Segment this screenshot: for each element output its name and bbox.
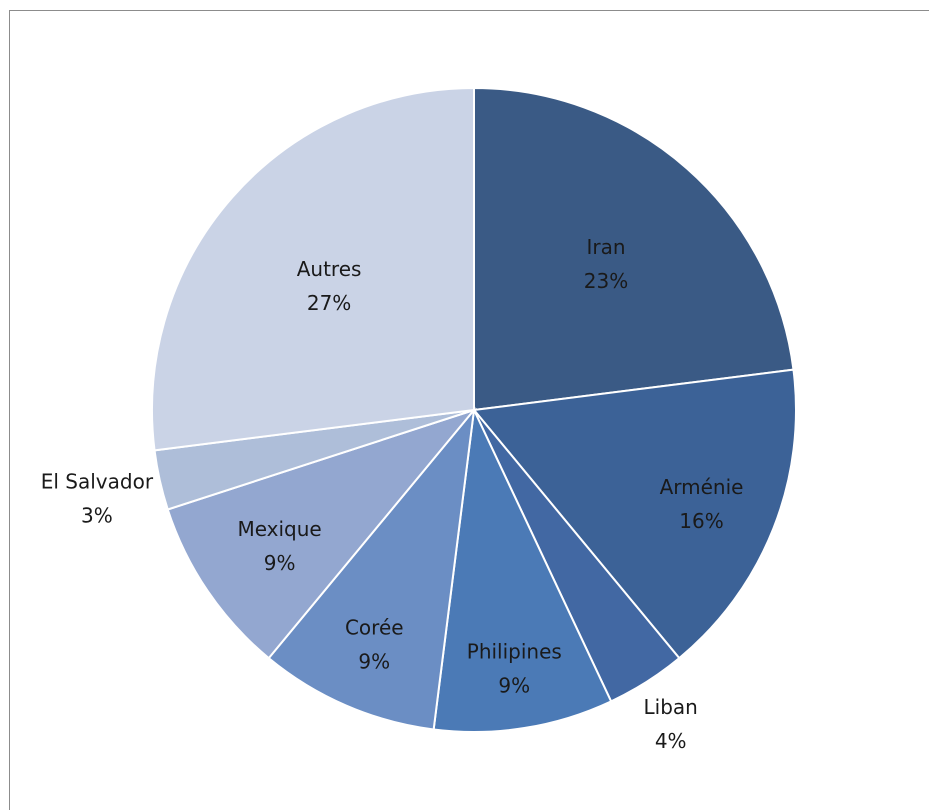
- slice-label-value: 9%: [358, 650, 390, 674]
- slice-label-name: Mexique: [237, 517, 321, 541]
- slice-label-name: Corée: [345, 616, 404, 640]
- slice-label-value: 9%: [264, 551, 296, 575]
- pie-slice-philipines: [432, 406, 613, 733]
- slice-label-name: Arménie: [660, 475, 744, 499]
- slice-label-value: 3%: [81, 503, 113, 527]
- slice-label-value: 4%: [655, 729, 687, 753]
- slice-label-name: Philipines: [467, 639, 562, 663]
- pie-slice-iran: [473, 86, 795, 412]
- slice-label-value: 27%: [307, 291, 351, 315]
- slice-label-value: 16%: [679, 509, 723, 533]
- pie-slice-autres: [151, 86, 475, 452]
- slice-label-value: 9%: [498, 673, 530, 697]
- slice-label-name: El Salvador: [41, 469, 154, 493]
- slice-label-name: Autres: [297, 257, 362, 281]
- slice-label-name: Iran: [586, 235, 625, 259]
- slice-label-name: Liban: [644, 695, 698, 719]
- pie-slice-arm-nie: [472, 368, 797, 660]
- pie-slices: [151, 86, 797, 733]
- slice-label-value: 23%: [584, 269, 628, 293]
- pie-slice-mexique: [166, 407, 477, 660]
- pie-labels: Iran 23% Arménie 16% Liban 4% Philipines 9% Coré…: [41, 235, 744, 753]
- pie-slice-cor-e: [267, 406, 476, 731]
